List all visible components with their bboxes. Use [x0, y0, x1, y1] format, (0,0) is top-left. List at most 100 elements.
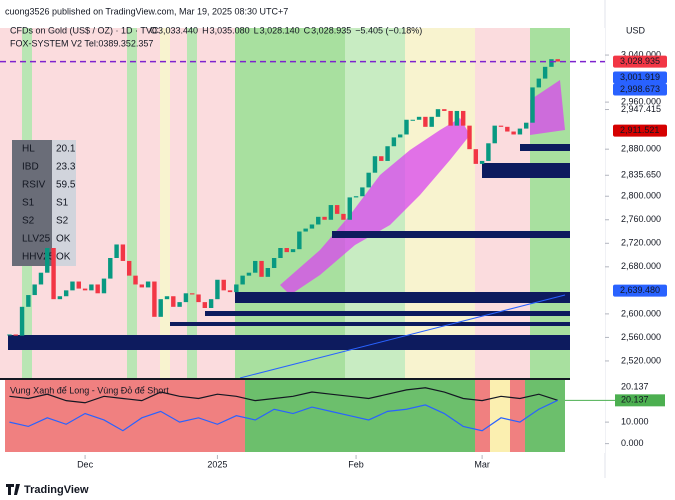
candle [221, 279, 226, 291]
badge-label: 20.137 [621, 382, 649, 392]
candle [297, 231, 302, 250]
candle [290, 249, 296, 253]
candle [505, 126, 510, 132]
candle [328, 205, 334, 220]
table-label: IBD [22, 162, 39, 173]
badge-label: 3,001.919 [620, 72, 660, 82]
candle [51, 248, 56, 300]
candle [498, 125, 504, 127]
table-cell [52, 176, 76, 194]
osc-line [9, 399, 558, 432]
price-badge [613, 71, 667, 84]
candle [240, 275, 245, 285]
ohlc-value: 3,033.440 [158, 25, 198, 35]
table-value: S1 [56, 198, 69, 209]
x-tick-label: 2025 [207, 459, 227, 469]
candle [227, 290, 233, 293]
candle [536, 78, 542, 88]
candle [379, 156, 384, 161]
table-value: OK [56, 234, 71, 245]
table-value: 59.5 [56, 180, 76, 191]
y-tick-label: 2,947.415 [621, 104, 661, 114]
candle [284, 248, 289, 253]
y-tick-label: 2,800.000 [621, 191, 661, 201]
ohlc-value: 3,035.080 [210, 25, 250, 35]
candle [32, 284, 37, 296]
y-tick-label: 2,680.000 [621, 261, 661, 271]
candle [322, 216, 327, 220]
candle [126, 260, 132, 276]
table-cell [12, 176, 52, 194]
ohlc-change: −5.405 (−0.18%) [355, 25, 422, 35]
price-badge [613, 284, 667, 297]
table-cell [12, 194, 52, 212]
candle [555, 59, 560, 62]
table-value: S2 [56, 216, 69, 227]
candle [38, 272, 44, 285]
y-tick-label: 2,760.000 [621, 214, 661, 224]
badge-label: 2,911.521 [620, 125, 659, 135]
value-badge [615, 381, 665, 394]
candle [347, 197, 352, 220]
candle [372, 156, 378, 173]
table-cell [12, 248, 52, 266]
candle [13, 334, 18, 336]
indicator-name: FOX-SYSTEM V2 Tel:0389.352.357 [10, 38, 153, 48]
candle [190, 293, 195, 295]
table-cell [52, 212, 76, 230]
currency: USD [626, 25, 646, 35]
candle [467, 125, 472, 150]
footer [0, 478, 675, 500]
ohlc-key: C [304, 25, 311, 35]
price-badge [613, 124, 667, 137]
candle [404, 119, 409, 135]
candle [45, 248, 50, 273]
ohlc-key: L [254, 25, 259, 35]
pane-divider [0, 378, 605, 380]
candle [454, 110, 460, 126]
candle [26, 295, 31, 307]
candle [171, 296, 176, 307]
candle [397, 134, 403, 138]
table-cell [12, 230, 52, 248]
candle [145, 281, 151, 288]
table-cell [52, 140, 76, 158]
candle [423, 116, 428, 127]
candle [101, 278, 107, 294]
trend-line [239, 294, 566, 379]
candle [271, 258, 277, 268]
badge-label: 2,998.673 [620, 84, 660, 94]
badge-label: 20.137 [621, 395, 649, 405]
candle [278, 248, 283, 258]
candle [259, 260, 264, 277]
candle [530, 87, 535, 123]
y-tick-label: 2,960.000 [621, 96, 661, 106]
candle [208, 299, 214, 308]
candle [517, 128, 523, 135]
ohlc: O 3,033.440 H 3,035.080 L 3,028.140 C 3,028.935… [150, 25, 422, 35]
candle [253, 260, 258, 273]
candle [303, 228, 308, 232]
price-badge [613, 83, 667, 96]
table-cell [12, 212, 52, 230]
y-tick-label: 2,720.000 [621, 238, 661, 248]
y-tick-label: 2,835.650 [621, 170, 661, 180]
y-tick-label: 0.000 [621, 438, 644, 448]
badge-label: 3,028.935 [620, 56, 660, 66]
candle [435, 109, 441, 117]
y-tick-label: 3,040.000 [621, 49, 661, 59]
candle [524, 122, 529, 129]
osc-line [9, 387, 558, 404]
candle [492, 125, 497, 144]
ohlc-key: O [150, 25, 157, 35]
candle [542, 66, 548, 79]
candle [76, 281, 81, 289]
pane-title: Vung Xanh để Long - Vùng Đỏ để Short [10, 385, 169, 395]
candle [429, 116, 434, 127]
candle [391, 137, 397, 147]
candle [164, 296, 170, 300]
badge-label: 2,639.480 [620, 285, 660, 295]
candle [385, 146, 390, 161]
publisher: cuong3526 published on TradingView.com, … [5, 6, 288, 16]
